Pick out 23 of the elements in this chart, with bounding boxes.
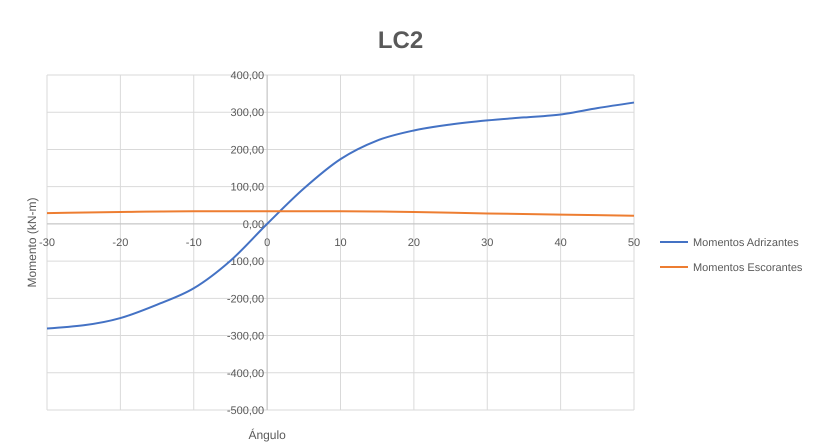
x-tick-label: 40 <box>554 236 567 249</box>
y-tick-label: 0,00 <box>242 218 264 231</box>
y-tick-label: 100,00 <box>230 182 264 194</box>
y-tick-label: 400,00 <box>230 70 264 82</box>
x-tick-label: 20 <box>408 236 420 249</box>
legend-label: Momentos Adrizantes <box>693 237 800 249</box>
x-tick-label: -30 <box>39 236 55 249</box>
x-tick-label: 50 <box>628 236 640 249</box>
y-tick-label: -200,00 <box>226 293 264 306</box>
y-tick-label: 200,00 <box>230 144 264 156</box>
legend-label: Momentos Escorantes <box>693 262 803 274</box>
x-tick-label: 30 <box>481 236 494 249</box>
x-tick-label: -10 <box>186 236 202 249</box>
chart-title: LC2 <box>378 27 424 54</box>
x-tick-label: 0 <box>264 236 270 249</box>
x-axis-title: Ángulo <box>248 428 286 442</box>
y-tick-label: -300,00 <box>226 330 264 343</box>
y-tick-label: -400,00 <box>226 368 264 380</box>
y-tick-label: 300,00 <box>230 107 264 120</box>
y-axis-title: Momento (kN-m) <box>25 197 39 288</box>
x-tick-label: 10 <box>334 236 347 249</box>
y-tick-label: -500,00 <box>226 405 264 417</box>
x-tick-label: -20 <box>112 236 128 249</box>
